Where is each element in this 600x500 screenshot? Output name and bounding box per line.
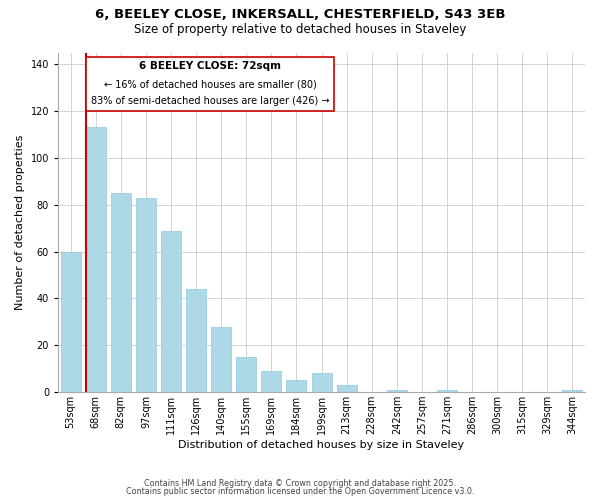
Text: 6, BEELEY CLOSE, INKERSALL, CHESTERFIELD, S43 3EB: 6, BEELEY CLOSE, INKERSALL, CHESTERFIELD… xyxy=(95,8,505,20)
Text: Size of property relative to detached houses in Staveley: Size of property relative to detached ho… xyxy=(134,22,466,36)
Bar xyxy=(562,390,583,392)
Text: ← 16% of detached houses are smaller (80): ← 16% of detached houses are smaller (80… xyxy=(104,80,316,90)
Bar xyxy=(437,390,457,392)
Bar xyxy=(136,198,156,392)
Bar xyxy=(211,326,231,392)
Bar xyxy=(311,374,332,392)
Y-axis label: Number of detached properties: Number of detached properties xyxy=(15,134,25,310)
Bar xyxy=(86,128,106,392)
Bar xyxy=(161,230,181,392)
Bar xyxy=(186,289,206,392)
Text: Contains HM Land Registry data © Crown copyright and database right 2025.: Contains HM Land Registry data © Crown c… xyxy=(144,478,456,488)
Bar xyxy=(387,390,407,392)
Text: 83% of semi-detached houses are larger (426) →: 83% of semi-detached houses are larger (… xyxy=(91,96,329,106)
Bar xyxy=(286,380,307,392)
FancyBboxPatch shape xyxy=(86,57,334,111)
Bar xyxy=(61,252,80,392)
Text: 6 BEELEY CLOSE: 72sqm: 6 BEELEY CLOSE: 72sqm xyxy=(139,60,281,70)
Bar xyxy=(262,371,281,392)
Text: Contains public sector information licensed under the Open Government Licence v3: Contains public sector information licen… xyxy=(126,487,474,496)
Bar xyxy=(337,385,356,392)
X-axis label: Distribution of detached houses by size in Staveley: Distribution of detached houses by size … xyxy=(178,440,464,450)
Bar xyxy=(236,357,256,392)
Bar xyxy=(111,193,131,392)
